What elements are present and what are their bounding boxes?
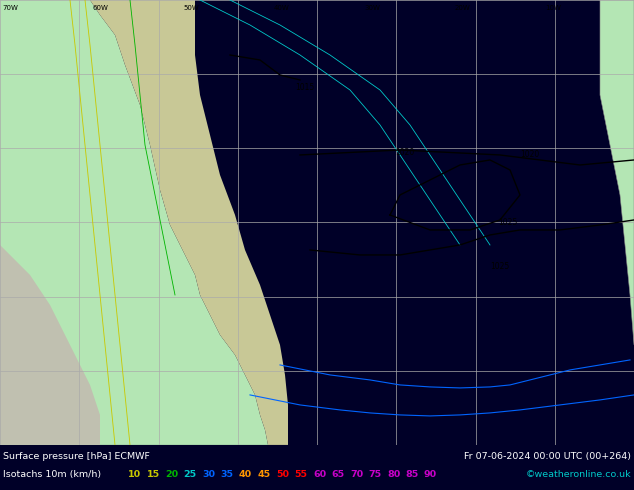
Text: 70: 70 — [350, 470, 363, 479]
Text: 85: 85 — [406, 470, 418, 479]
Text: 20: 20 — [165, 470, 178, 479]
Polygon shape — [90, 0, 288, 445]
Polygon shape — [0, 245, 100, 445]
Text: 75: 75 — [368, 470, 382, 479]
Text: 20W: 20W — [455, 5, 470, 11]
Text: 70W: 70W — [2, 5, 18, 11]
Text: 10W: 10W — [545, 5, 561, 11]
Text: 1020: 1020 — [395, 148, 414, 157]
Text: 55: 55 — [295, 470, 307, 479]
Text: 50W: 50W — [183, 5, 199, 11]
Text: 30W: 30W — [365, 5, 380, 11]
Polygon shape — [0, 0, 268, 445]
Text: Fr 07-06-2024 00:00 UTC (00+264): Fr 07-06-2024 00:00 UTC (00+264) — [464, 452, 631, 461]
Text: 15: 15 — [146, 470, 160, 479]
Text: 1015: 1015 — [295, 83, 314, 92]
Text: 1020: 1020 — [520, 150, 540, 159]
Text: 60W: 60W — [93, 5, 108, 11]
Text: 65: 65 — [332, 470, 345, 479]
Polygon shape — [600, 0, 634, 345]
Text: 90: 90 — [424, 470, 437, 479]
Text: 30: 30 — [202, 470, 215, 479]
Text: 1025: 1025 — [498, 218, 517, 227]
Text: 80: 80 — [387, 470, 400, 479]
Polygon shape — [0, 0, 90, 245]
Text: 35: 35 — [221, 470, 233, 479]
Text: 10: 10 — [128, 470, 141, 479]
Text: 1025: 1025 — [490, 262, 509, 271]
Text: 40: 40 — [239, 470, 252, 479]
Text: 45: 45 — [257, 470, 271, 479]
Text: 60: 60 — [313, 470, 326, 479]
Text: Surface pressure [hPa] ECMWF: Surface pressure [hPa] ECMWF — [3, 452, 150, 461]
Text: 25: 25 — [183, 470, 197, 479]
Text: 40W: 40W — [274, 5, 290, 11]
Text: 50: 50 — [276, 470, 289, 479]
Text: Isotachs 10m (km/h): Isotachs 10m (km/h) — [3, 470, 107, 479]
Text: ©weatheronline.co.uk: ©weatheronline.co.uk — [526, 470, 631, 479]
